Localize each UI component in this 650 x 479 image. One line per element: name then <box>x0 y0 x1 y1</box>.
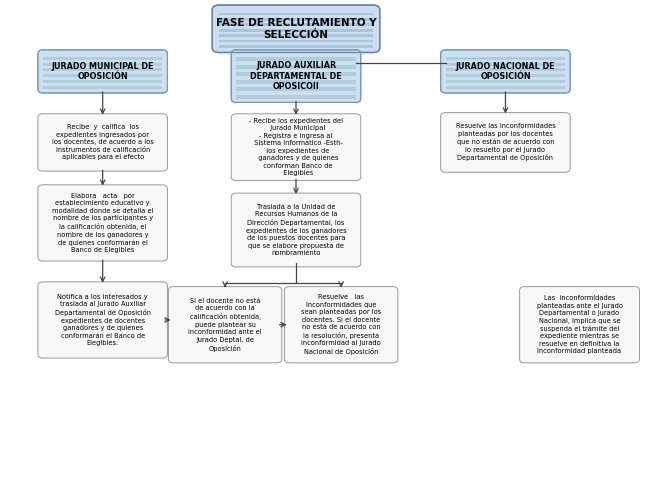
Text: Elabora   acta   por
establecimiento educativo y
modalidad donde se detalla el
n: Elabora acta por establecimiento educati… <box>52 193 153 253</box>
FancyBboxPatch shape <box>237 87 356 91</box>
FancyBboxPatch shape <box>519 286 640 363</box>
FancyBboxPatch shape <box>218 40 373 42</box>
FancyBboxPatch shape <box>43 74 162 77</box>
FancyBboxPatch shape <box>446 63 565 66</box>
Text: Resuelve   las
Inconformidades que
sean planteadas por los
docentes. Si el docen: Resuelve las Inconformidades que sean pl… <box>301 294 382 355</box>
FancyBboxPatch shape <box>446 57 565 59</box>
Text: Recibe  y  califica  los
expedientes ingresados por
los docentes, de acuerdo a l: Recibe y califica los expedientes ingres… <box>52 125 153 160</box>
FancyBboxPatch shape <box>446 74 565 77</box>
Text: - Recibe los expedientes del
  Jurado Municipal
- Registra e ingresa al
  Sistem: - Recibe los expedientes del Jurado Muni… <box>249 118 343 176</box>
FancyBboxPatch shape <box>218 29 373 32</box>
FancyBboxPatch shape <box>43 80 162 83</box>
FancyBboxPatch shape <box>218 34 373 37</box>
FancyBboxPatch shape <box>231 114 361 181</box>
Text: Notifica a los interesados y
traslada al Jurado Auxiliar
Departamental de Oposic: Notifica a los interesados y traslada al… <box>55 294 151 346</box>
Text: Las  inconformidades
planteadas ante el Jurado
Departamental o Jurado
Nacional, : Las inconformidades planteadas ante el J… <box>536 295 623 354</box>
Text: Si el docente no está
de acuerdo con la
calificación obtenida,
puede plantear su: Si el docente no está de acuerdo con la … <box>188 298 262 352</box>
FancyBboxPatch shape <box>218 23 373 26</box>
FancyBboxPatch shape <box>212 5 380 53</box>
FancyBboxPatch shape <box>218 12 373 15</box>
FancyBboxPatch shape <box>43 68 162 71</box>
Text: FASE DE RECLUTAMIENTO Y
SELECCIÓN: FASE DE RECLUTAMIENTO Y SELECCIÓN <box>216 18 376 40</box>
FancyBboxPatch shape <box>237 57 356 61</box>
FancyBboxPatch shape <box>43 63 162 66</box>
FancyBboxPatch shape <box>441 113 570 172</box>
FancyBboxPatch shape <box>38 50 168 93</box>
FancyBboxPatch shape <box>237 80 356 84</box>
FancyBboxPatch shape <box>38 114 168 171</box>
FancyBboxPatch shape <box>237 72 356 76</box>
FancyBboxPatch shape <box>218 18 373 21</box>
FancyBboxPatch shape <box>446 86 565 89</box>
FancyBboxPatch shape <box>43 86 162 89</box>
FancyBboxPatch shape <box>38 282 168 358</box>
FancyBboxPatch shape <box>446 68 565 71</box>
Text: JURADO AUXILIAR
DEPARTAMENTAL DE
OPOSICOII: JURADO AUXILIAR DEPARTAMENTAL DE OPOSICO… <box>250 61 342 91</box>
FancyBboxPatch shape <box>218 45 373 48</box>
FancyBboxPatch shape <box>237 95 356 99</box>
FancyBboxPatch shape <box>441 50 570 93</box>
Text: Resuelve las inconformidades
planteadas por los docentes
que no están de acuerdo: Resuelve las inconformidades planteadas … <box>456 124 555 161</box>
FancyBboxPatch shape <box>231 193 361 267</box>
FancyBboxPatch shape <box>231 50 361 103</box>
Text: JURADO MUNICIPAL DE
OPOSICIÓN: JURADO MUNICIPAL DE OPOSICIÓN <box>51 62 154 81</box>
FancyBboxPatch shape <box>285 286 398 363</box>
Text: JURADO NACIONAL DE
OPOSICIÓN: JURADO NACIONAL DE OPOSICIÓN <box>456 62 555 81</box>
FancyBboxPatch shape <box>43 57 162 59</box>
FancyBboxPatch shape <box>38 185 168 261</box>
FancyBboxPatch shape <box>168 286 282 363</box>
FancyBboxPatch shape <box>446 80 565 83</box>
FancyBboxPatch shape <box>237 65 356 68</box>
Text: Traslada a la Unidad de
Recursos Humanos de la
Dirección Departamental, los
expe: Traslada a la Unidad de Recursos Humanos… <box>246 204 346 256</box>
